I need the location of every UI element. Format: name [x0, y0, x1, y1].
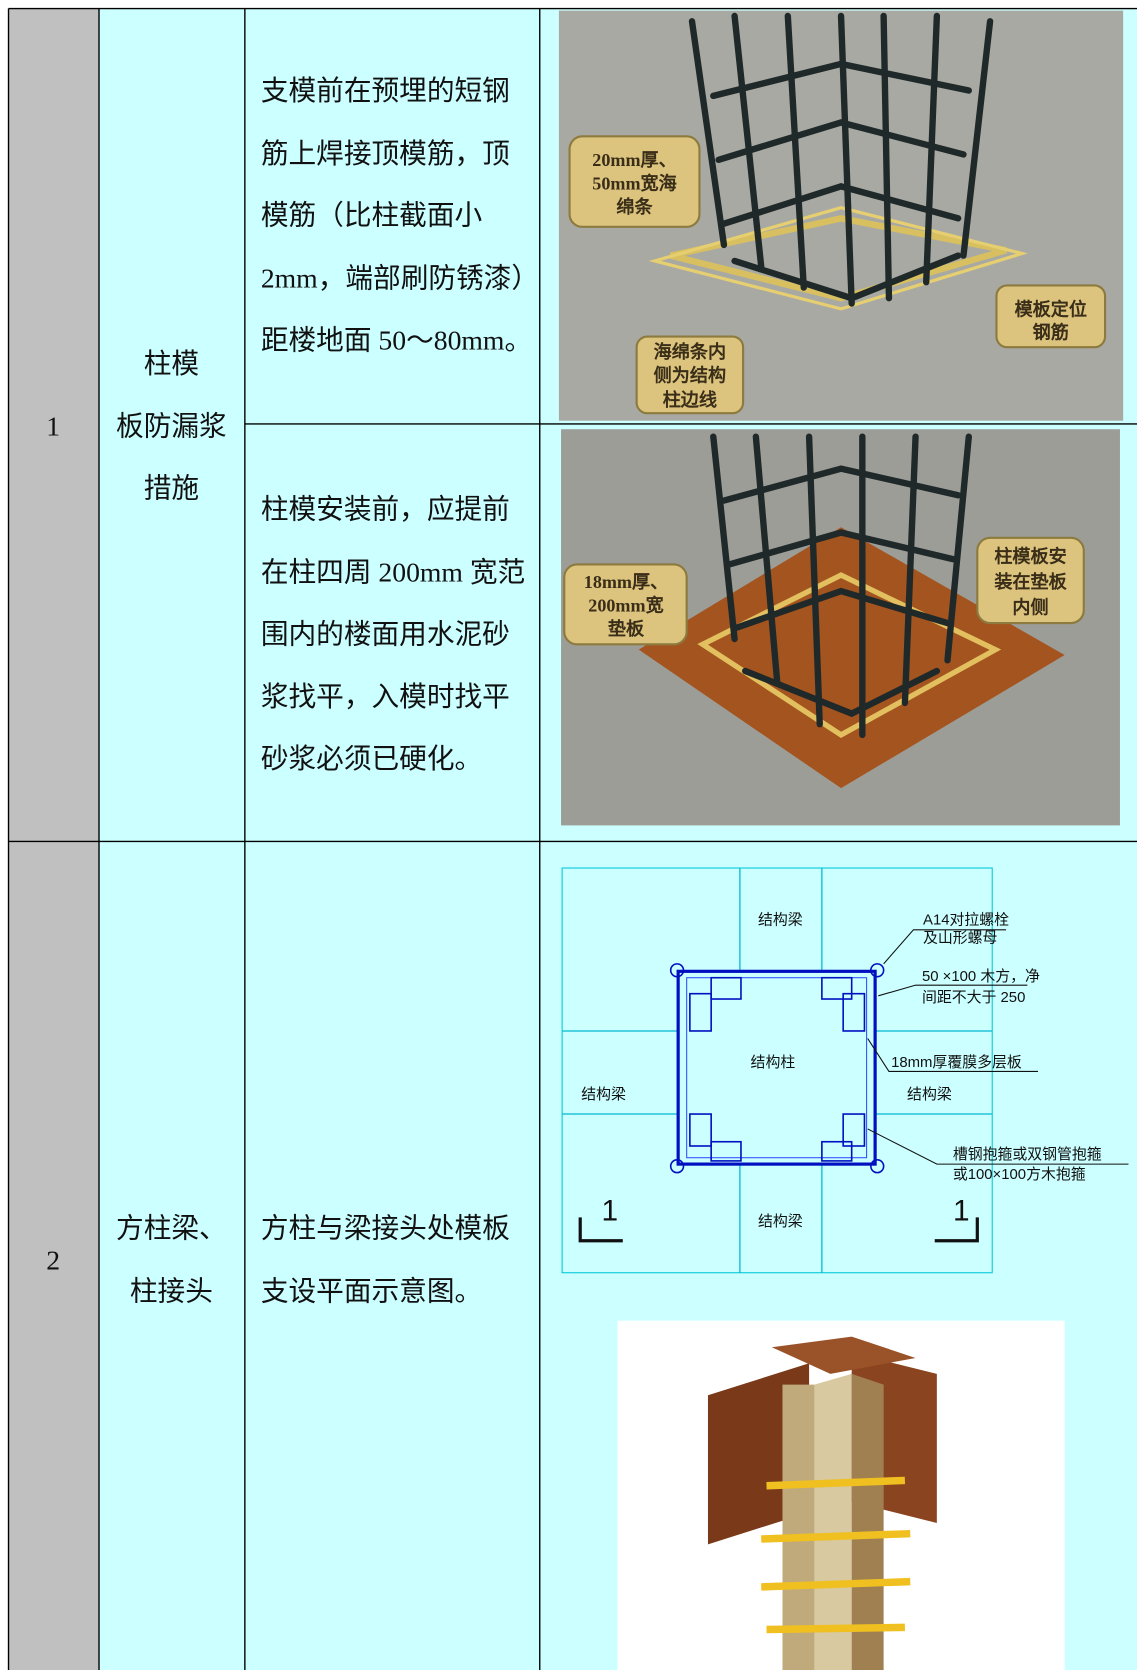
diagram-label: 间距不大于 250 [922, 989, 1025, 1006]
item-line: 板防漏浆 [116, 411, 227, 442]
photo-label: 垫板 [608, 618, 645, 639]
text-line: 柱模安装前，应提前 [261, 494, 510, 525]
text-line: 筋上焊接顶模筋，顶 [261, 138, 510, 169]
photo: 18mm厚、 200mm宽 垫板 柱模板安 装在垫板 内侧 [561, 429, 1120, 826]
diagram-label: 结构梁 [907, 1086, 952, 1103]
text-line: 支模前在预埋的短钢 [261, 75, 510, 106]
text-line: 2mm，端部刷防锈漆） [261, 263, 539, 294]
text-line: 模筋（比柱截面小 [261, 200, 482, 231]
photo-label: 钢筋 [1033, 322, 1069, 343]
plan-diagram: 结构梁 结构梁 结构梁 结构梁 结构柱 A14对拉螺栓 及山形螺母 50 ×10… [561, 867, 1129, 1274]
text-line: 围内的楼面用水泥砂 [261, 618, 510, 649]
photo-label: 内侧 [1012, 596, 1048, 617]
photo-label: 侧为结构 [654, 364, 726, 385]
photo-label: 200mm宽 [588, 594, 663, 615]
diagram-label: 结构梁 [581, 1086, 626, 1103]
diagram-label: 结构梁 [758, 911, 803, 928]
text-line: 支设平面示意图。 [261, 1275, 482, 1306]
diagram-label: 18mm厚覆膜多层板 [891, 1053, 1022, 1071]
diagram-label: 及山形螺母 [923, 930, 998, 947]
section-mark: 1 [602, 1195, 619, 1228]
description: 柱模安装前，应提前 在柱四周 200mm 宽范 围内的楼面用水泥砂 浆找平，入模… [261, 494, 525, 774]
diagram-label: 50 ×100 木方，净 [922, 968, 1040, 985]
photo-label: 模板定位 [1015, 298, 1087, 319]
render-3d [617, 1320, 1065, 1670]
photo-label: 绵条 [616, 196, 653, 217]
no-column-bg [8, 8, 100, 1670]
text-line: 距楼地面 50～80mm。 [261, 324, 532, 355]
photo-label: 柱模板安 [994, 545, 1066, 566]
text-line: 在柱四周 200mm 宽范 [261, 557, 525, 588]
photo: 20mm厚、 50mm宽海 绵条 海绵条内 侧为结构 柱边线 模板定位 钢筋 [558, 10, 1124, 421]
item-line: 措施 [144, 472, 199, 503]
text-line: 砂浆必须已硬化。 [261, 743, 482, 774]
section-mark: 1 [953, 1195, 970, 1228]
diagram-label: 结构梁 [758, 1213, 803, 1230]
text-line: 浆找平，入模时找平 [261, 681, 510, 712]
row-number: 1 [46, 411, 60, 442]
item-line: 柱接头 [130, 1275, 213, 1306]
photo-label: 18mm厚、 [584, 572, 668, 592]
item-line: 柱模 [144, 348, 199, 379]
diagram-label: 槽钢抱箍或双钢管抱箍 [953, 1146, 1102, 1163]
photo-label: 装在垫板 [993, 571, 1067, 592]
photo-label: 20mm厚、 [592, 150, 676, 170]
photo-label: 柱边线 [663, 389, 717, 410]
diagram-label: 或100×100方木抱箍 [953, 1166, 1086, 1183]
diagram-label: A14对拉螺栓 [923, 911, 1009, 928]
row-number: 2 [46, 1245, 60, 1276]
photo-label: 海绵条内 [654, 341, 726, 362]
photo-label: 50mm宽海 [592, 173, 676, 194]
description: 支模前在预埋的短钢 筋上焊接顶模筋，顶 模筋（比柱截面小 2mm，端部刷防锈漆）… [261, 75, 539, 355]
text-line: 方柱与梁接头处模板 [261, 1213, 510, 1244]
diagram-label: 结构柱 [751, 1054, 796, 1071]
item-line: 方柱梁、 [116, 1213, 227, 1244]
